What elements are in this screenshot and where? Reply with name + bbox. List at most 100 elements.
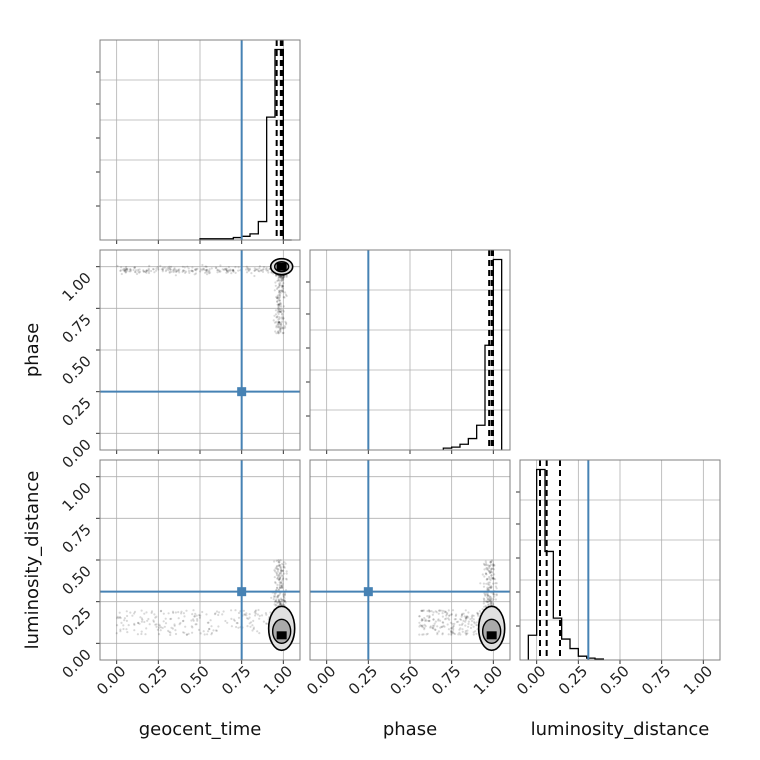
scatter-point bbox=[282, 599, 286, 602]
scatter-point bbox=[284, 562, 287, 565]
scatter-point bbox=[255, 268, 258, 271]
scatter-point bbox=[137, 270, 140, 273]
scatter-point bbox=[489, 600, 492, 603]
scatter-point bbox=[278, 282, 281, 285]
scatter-point bbox=[458, 628, 461, 631]
scatter-point bbox=[188, 271, 191, 274]
scatter-point bbox=[274, 592, 277, 596]
scatter-point bbox=[145, 627, 148, 630]
scatter-point bbox=[486, 592, 489, 595]
scatter-point bbox=[494, 578, 497, 581]
y-tick-label: 0.00 bbox=[58, 645, 94, 681]
scatter-point bbox=[274, 599, 277, 603]
scatter-point bbox=[455, 620, 458, 624]
scatter-point bbox=[285, 321, 288, 325]
scatter-point bbox=[280, 322, 283, 325]
scatter-point bbox=[279, 324, 282, 327]
x-tick-label: 0.50 bbox=[386, 662, 422, 698]
scatter-point bbox=[150, 269, 153, 273]
scatter-point bbox=[161, 268, 164, 271]
scatter-point bbox=[484, 593, 487, 596]
scatter-point bbox=[247, 268, 250, 271]
scatter-point bbox=[120, 272, 123, 276]
scatter-point bbox=[280, 289, 283, 292]
scatter-point bbox=[257, 269, 260, 273]
scatter-point bbox=[254, 609, 258, 612]
scatter-point bbox=[248, 616, 251, 619]
scatter-point bbox=[279, 302, 282, 305]
scatter-point bbox=[175, 270, 178, 273]
scatter-point bbox=[128, 270, 131, 273]
scatter-point bbox=[159, 610, 162, 613]
scatter-point bbox=[204, 271, 207, 274]
scatter-point bbox=[279, 310, 282, 313]
scatter-point bbox=[192, 618, 195, 621]
scatter-point bbox=[487, 570, 491, 573]
scatter-point bbox=[421, 618, 424, 622]
scatter-point bbox=[276, 577, 279, 580]
scatter-point bbox=[256, 630, 259, 633]
scatter-point bbox=[280, 305, 283, 308]
scatter-point bbox=[454, 614, 457, 618]
scatter-point bbox=[184, 271, 187, 274]
scatter-point bbox=[136, 633, 139, 636]
scatter-point bbox=[174, 274, 177, 277]
scatter-point bbox=[462, 612, 465, 615]
scatter-point bbox=[434, 628, 437, 632]
scatter-point bbox=[234, 266, 237, 269]
scatter-point bbox=[199, 270, 202, 273]
scatter-point bbox=[174, 270, 178, 273]
scatter-point bbox=[168, 271, 171, 274]
scatter-point bbox=[279, 290, 282, 293]
scatter-point bbox=[439, 619, 442, 622]
scatter-point bbox=[277, 578, 280, 581]
scatter-point bbox=[483, 605, 486, 608]
scatter-point bbox=[488, 586, 491, 589]
scatter-point bbox=[474, 630, 477, 633]
scatter-point bbox=[430, 610, 433, 613]
scatter-point bbox=[206, 268, 209, 271]
scatter-point bbox=[208, 271, 212, 274]
scatter-point bbox=[450, 613, 453, 616]
scatter-point bbox=[279, 559, 282, 562]
scatter-point bbox=[276, 303, 279, 306]
scatter-point bbox=[227, 266, 230, 269]
scatter-point bbox=[133, 270, 137, 273]
panel-0 bbox=[96, 39, 301, 244]
scatter-point bbox=[489, 599, 492, 602]
scatter-point bbox=[195, 614, 198, 617]
scatter-point bbox=[451, 631, 454, 635]
scatter-point bbox=[285, 570, 288, 573]
scatter-point bbox=[490, 586, 493, 589]
scatter-point bbox=[123, 617, 126, 620]
scatter-point bbox=[491, 567, 494, 570]
scatter-point bbox=[247, 267, 250, 270]
scatter-point bbox=[116, 624, 119, 627]
scatter-point bbox=[214, 266, 217, 269]
scatter-point bbox=[464, 631, 467, 635]
scatter-point bbox=[281, 289, 284, 292]
scatter-point bbox=[282, 317, 285, 320]
scatter-point bbox=[232, 269, 235, 272]
scatter-point bbox=[197, 628, 201, 632]
scatter-point bbox=[482, 585, 486, 588]
scatter-point bbox=[418, 615, 421, 618]
scatter-point bbox=[278, 291, 281, 294]
scatter-point bbox=[447, 617, 450, 620]
scatter-point bbox=[164, 622, 168, 625]
scatter-point bbox=[275, 571, 278, 574]
scatter-point bbox=[138, 271, 141, 274]
scatter-point bbox=[209, 619, 212, 622]
scatter-point bbox=[145, 269, 148, 272]
x-tick-label: 1.00 bbox=[470, 662, 506, 698]
scatter-point bbox=[171, 627, 174, 630]
scatter-point bbox=[486, 594, 489, 597]
scatter-point bbox=[139, 616, 142, 619]
scatter-point bbox=[116, 617, 119, 620]
scatter-point bbox=[476, 612, 479, 615]
scatter-point bbox=[172, 269, 175, 272]
scatter-point bbox=[448, 614, 451, 617]
scatter-point bbox=[277, 297, 280, 300]
scatter-point bbox=[422, 633, 425, 636]
scatter-point bbox=[281, 327, 284, 330]
